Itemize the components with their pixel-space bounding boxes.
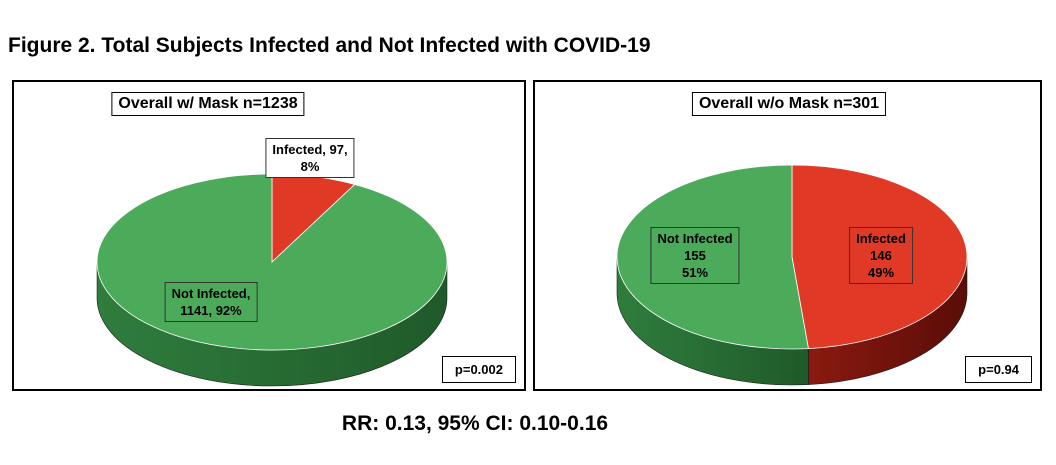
data-label-not-infected: Not Infected 155 51% xyxy=(650,227,740,284)
data-label-line: Infected, 97, xyxy=(272,142,348,157)
data-label-line: 155 xyxy=(684,248,706,263)
data-label-infected: Infected 146 49% xyxy=(849,227,913,284)
data-label-line: 51% xyxy=(681,265,709,280)
pie-chart-without-mask xyxy=(616,164,968,386)
chart-panel-with-mask: Overall w/ Mask n=1238 Infected, 97, 8% … xyxy=(12,80,526,391)
data-label-line: Not Infected, xyxy=(171,286,251,301)
data-label-line: 8% xyxy=(300,159,320,174)
relative-risk-footnote: RR: 0.13, 95% CI: 0.10-0.16 xyxy=(341,412,609,435)
pie-chart-with-mask xyxy=(96,173,448,387)
data-label-line: 49% xyxy=(867,265,895,280)
figure-title: Figure 2. Total Subjects Infected and No… xyxy=(8,34,651,57)
data-label-line: 1141, 92% xyxy=(180,303,242,318)
p-value: p=0.94 xyxy=(965,356,1032,383)
chart-panel-without-mask: Overall w/o Mask n=301 Infected 146 49% … xyxy=(533,80,1042,391)
p-value: p=0.002 xyxy=(441,356,516,383)
pie-slice-not-infected xyxy=(96,173,448,351)
data-label-infected: Infected, 97, 8% xyxy=(265,138,355,178)
data-label-line: Not Infected xyxy=(657,231,733,246)
chart-title: Overall w/o Mask n=301 xyxy=(691,92,887,116)
chart-title: Overall w/ Mask n=1238 xyxy=(111,92,305,116)
data-label-not-infected: Not Infected, 1141, 92% xyxy=(164,282,258,322)
data-label-line: 146 xyxy=(870,248,892,263)
data-label-line: Infected xyxy=(856,231,906,246)
